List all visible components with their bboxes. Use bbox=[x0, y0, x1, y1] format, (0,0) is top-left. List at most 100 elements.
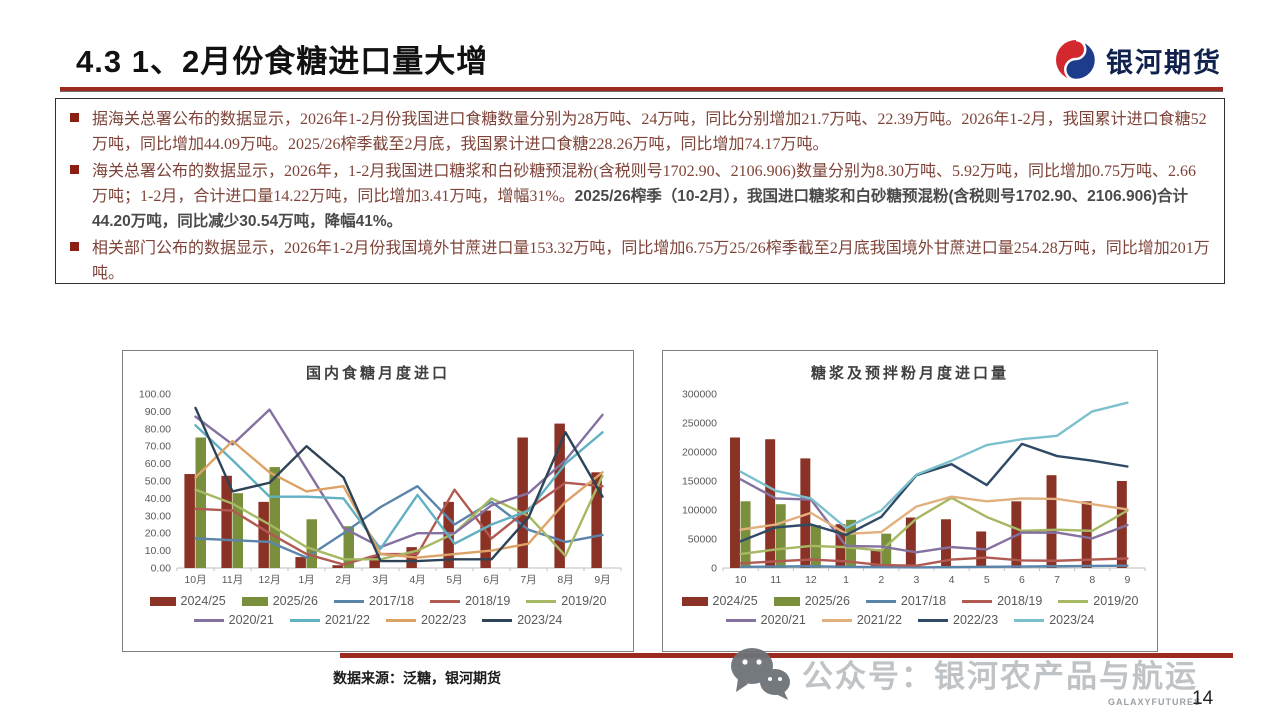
line-2021/22 bbox=[739, 495, 1129, 535]
legend-label: 2019/20 bbox=[561, 594, 607, 608]
y-axis-tick-label: 0.00 bbox=[151, 563, 172, 575]
bar-2024/25 bbox=[870, 549, 881, 568]
y-axis-tick-label: 50000 bbox=[688, 534, 717, 546]
bar-2024/25 bbox=[258, 501, 269, 568]
x-axis-tick-label: 5 bbox=[984, 574, 990, 586]
x-axis-tick-label: 8 bbox=[1089, 574, 1095, 586]
bar-2024/25 bbox=[295, 557, 306, 568]
legend-label: 2017/18 bbox=[900, 594, 947, 608]
legend-label: 2024/25 bbox=[712, 594, 758, 608]
legend-line-swatch bbox=[725, 618, 756, 622]
bar-2024/25 bbox=[905, 517, 916, 568]
bar-2024/25 bbox=[184, 474, 195, 568]
bar-2025/26 bbox=[740, 501, 751, 568]
footer-divider bbox=[340, 653, 1233, 658]
legend-item-2017/18: 2017/18 bbox=[328, 594, 420, 608]
legend-line-swatch bbox=[430, 599, 461, 603]
bullet-text: 据海关总署公布的数据显示，2026年1-2月份我国进口食糖数量分别为28万吨、2… bbox=[92, 111, 1207, 153]
chart-legend-left: 2024/25 2025/26 2017/18 2018/19 2019/20 2020/… bbox=[123, 594, 633, 627]
legend-line-swatch bbox=[918, 618, 948, 622]
x-axis-tick-label: 8月 bbox=[557, 574, 573, 586]
x-axis-tick-label: 4月 bbox=[409, 574, 425, 586]
y-axis-tick-label: 90.00 bbox=[145, 406, 171, 418]
legend-item-2025/26: 2025/26 bbox=[236, 594, 324, 608]
legend-label: 2025/26 bbox=[272, 594, 318, 608]
bar-2024/25 bbox=[480, 510, 491, 568]
bar-2024/25 bbox=[591, 472, 602, 568]
legend-line-swatch bbox=[333, 599, 364, 603]
legend-item-2017/18: 2017/18 bbox=[860, 594, 952, 608]
bullet-item: 海关总署公布的数据显示，2026年，1-2月我国进口糖浆和白砂糖预混粉(含税则号… bbox=[68, 159, 1210, 234]
bar-2025/26 bbox=[269, 467, 280, 568]
x-axis-tick-label: 7月 bbox=[520, 574, 536, 586]
x-axis-tick-label: 2月 bbox=[335, 574, 351, 586]
bullet-text-bold: 2025/26榨季（10-2月），我国进口糖浆和白砂糖预混粉(含税则号1702.… bbox=[92, 188, 1188, 230]
watermark-text: 公众号：银河农产品与航运 bbox=[802, 658, 1198, 694]
legend-bar-swatch bbox=[241, 596, 268, 606]
chart-syrup-premix-monthly-imports: 糖浆及预拌粉月度进口量 300000 250000 200000 150000 1000… bbox=[662, 350, 1158, 652]
legend-label: 2023/24 bbox=[1049, 613, 1095, 627]
legend-bar-swatch bbox=[773, 596, 800, 606]
chart-domestic-sugar-monthly-imports: 国内食糖月度进口 100.00 90.00 80.00 70.00 60.00 50.00… bbox=[122, 350, 634, 652]
legend-item-2023/24: 2023/24 bbox=[1008, 613, 1100, 627]
bar-2025/26 bbox=[846, 519, 857, 568]
summary-box: 据海关总署公布的数据显示，2026年1-2月份我国进口食糖数量分别为28万吨、2… bbox=[55, 98, 1225, 284]
brand-logo: 银河期货 bbox=[1054, 38, 1222, 82]
y-axis-tick-label: 250000 bbox=[682, 418, 717, 430]
legend-item-2019/20: 2019/20 bbox=[1052, 594, 1144, 608]
bullet-text: 海关总署公布的数据显示，2026年，1-2月我国进口糖浆和白砂糖预混粉(含税则号… bbox=[92, 163, 1196, 205]
line-2022/23 bbox=[739, 442, 1129, 543]
title-divider bbox=[60, 87, 1223, 92]
legend-item-2021/22: 2021/22 bbox=[284, 613, 376, 627]
bullet-square-icon bbox=[70, 165, 79, 174]
legend-label: 2022/23 bbox=[421, 613, 467, 627]
page-number: 14 bbox=[1192, 688, 1214, 709]
line-2019/20 bbox=[739, 496, 1129, 556]
bar-2024/25 bbox=[554, 423, 565, 568]
legend-label: 2025/26 bbox=[804, 594, 850, 608]
legend-line-swatch bbox=[386, 618, 416, 622]
page-title: 4.3 1、2月份食糖进口量大增 bbox=[76, 44, 489, 79]
bar-2024/25 bbox=[332, 565, 343, 568]
legend-row: 2024/25 2025/26 2017/18 2018/19 2019/20 bbox=[676, 594, 1145, 608]
chart-title-left: 国内食糖月度进口 bbox=[305, 365, 450, 382]
bar-2025/26 bbox=[881, 533, 892, 568]
bullet-text: 相关部门公布的数据显示，2026年1-2月份我国境外甘蔗进口量153.32万吨，… bbox=[92, 240, 1210, 282]
legend-bar-swatch bbox=[681, 596, 708, 606]
legend-item-2022/23: 2022/23 bbox=[380, 613, 472, 627]
chart-legend-right: 2024/25 2025/26 2017/18 2018/19 2019/20 2020/… bbox=[663, 594, 1157, 627]
y-axis-tick-label: 200000 bbox=[682, 447, 717, 459]
bullet-square-icon bbox=[70, 242, 79, 251]
legend-item-2025/26: 2025/26 bbox=[768, 594, 856, 608]
x-axis-tick-label: 6 bbox=[1019, 574, 1025, 586]
x-axis-tick-label: 11月 bbox=[222, 574, 243, 586]
legend-line-swatch bbox=[289, 618, 320, 622]
legend-line-swatch bbox=[865, 599, 896, 603]
bullet-item: 据海关总署公布的数据显示，2026年1-2月份我国进口食糖数量分别为28万吨、2… bbox=[68, 107, 1210, 157]
legend-label: 2020/21 bbox=[760, 613, 806, 627]
chart-title-right: 糖浆及预拌粉月度进口量 bbox=[810, 365, 1009, 382]
legend-item-2018/19: 2018/19 bbox=[424, 594, 516, 608]
legend-item-2022/23: 2022/23 bbox=[912, 613, 1004, 627]
legend-item-2023/24: 2023/24 bbox=[476, 613, 568, 627]
legend-label: 2018/19 bbox=[997, 594, 1043, 608]
bar-2025/26 bbox=[775, 504, 786, 568]
y-axis-tick-label: 150000 bbox=[682, 476, 717, 488]
legend-line-swatch bbox=[821, 618, 852, 622]
bar-2024/25 bbox=[221, 475, 232, 568]
legend-line-swatch bbox=[1058, 599, 1089, 603]
x-axis-tick-label: 1月 bbox=[298, 574, 314, 586]
y-axis-tick-label: 40.00 bbox=[145, 493, 171, 505]
bar-2024/25 bbox=[800, 458, 811, 568]
x-axis-tick-label: 12 bbox=[805, 574, 817, 586]
line-2018/19 bbox=[739, 556, 1129, 567]
x-axis-tick-label: 3月 bbox=[372, 574, 388, 586]
bar-2024/25 bbox=[517, 437, 528, 568]
bar-2024/25 bbox=[1116, 481, 1127, 568]
y-axis-tick-label: 50.00 bbox=[145, 476, 171, 488]
legend-item-2024/25: 2024/25 bbox=[676, 594, 764, 608]
legend-item-2019/20: 2019/20 bbox=[520, 594, 612, 608]
source-note: 数据来源：泛糖，银河期货 bbox=[333, 670, 501, 686]
